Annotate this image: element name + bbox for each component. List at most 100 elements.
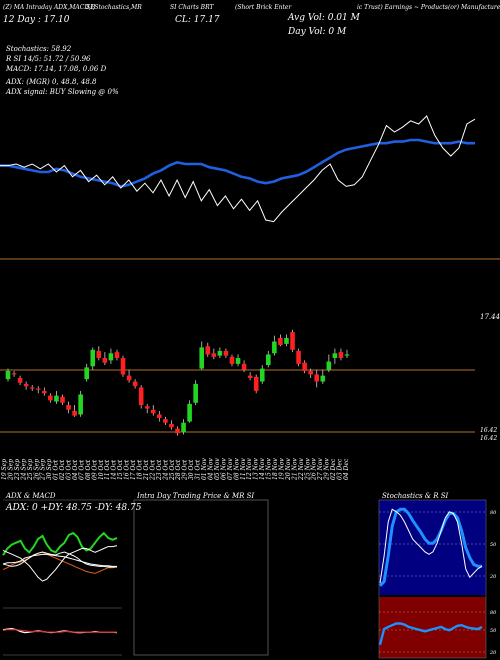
candle-body (54, 395, 59, 402)
rsi-line (378, 622, 483, 646)
price-tick-bottom-1: 16.42 (480, 427, 497, 434)
candle-body (223, 350, 229, 356)
candle-body (266, 354, 271, 366)
date-label: 27 Sep (40, 459, 47, 481)
candle-body (126, 375, 132, 381)
candle-body (48, 395, 53, 401)
date-label: 07 Nov (227, 458, 234, 480)
adx-text: ADX: (MGR) 0, 48.8, 48.8 (6, 78, 97, 86)
header-item-3: (Short Brick Enter (235, 4, 292, 11)
date-label: 01 Nov (201, 458, 208, 480)
date-label: 22 Oct (149, 459, 156, 481)
candle-body (247, 375, 253, 378)
price-tick-top: 17.44 (480, 313, 500, 321)
candle-body (35, 388, 41, 390)
stoch-text: Stochastics: 58.92 (6, 45, 72, 53)
adx-panel-readout: ADX: 0 +DY: 48.75 -DY: 48.75 (6, 503, 142, 513)
candle-body (66, 405, 71, 410)
candle-body (157, 414, 162, 418)
rsi-tick: 20 (489, 650, 497, 656)
adx-series-line (2, 545, 118, 582)
candle-body (199, 347, 205, 369)
candle-body (102, 358, 108, 363)
date-label: 08 Nov (233, 458, 240, 480)
candle-body (284, 338, 289, 344)
adx-series-line (2, 551, 118, 574)
date-label: 21 Oct (143, 459, 150, 481)
date-label: 30 Sep (46, 459, 53, 480)
stoch-bg (379, 500, 486, 595)
candle-body (332, 353, 338, 358)
rsi-tick: 50 (490, 628, 497, 634)
candle-body (84, 367, 89, 380)
candle-body (308, 370, 313, 375)
candle-body (138, 387, 144, 406)
date-label: 25 Sep (27, 459, 34, 481)
stoch-panel-title: Stochastics & R SI (382, 492, 449, 500)
stoch-tick: 50 (490, 542, 497, 548)
date-label: 19 Nov (278, 458, 285, 480)
date-label: 30 Oct (188, 459, 195, 480)
adx-panel-title: ADX & MACD (6, 492, 56, 500)
candle-body (72, 410, 77, 416)
date-label: 26 Nov (311, 458, 318, 481)
day-vol-text: Day Vol: 0 M (288, 27, 347, 37)
candle-body (278, 338, 283, 346)
macd-text: MACD: 17.14, 17.08, 0.06 D (6, 65, 107, 73)
candle-body (253, 376, 259, 391)
date-label: 20 Sep (7, 459, 14, 481)
rsi-tick: 80 (490, 610, 497, 616)
date-label: 26 Sep (33, 459, 40, 481)
date-label: 28 Oct (175, 459, 182, 481)
candle-body (302, 362, 307, 371)
candle-body (11, 373, 17, 375)
candle-body (29, 387, 35, 389)
candle-body (272, 341, 277, 354)
candle-body (290, 332, 295, 350)
candle-body (344, 354, 350, 356)
intraday-panel-title: Intra Day Trading Price & MR SI (137, 492, 255, 500)
close-text: CL: 17.17 (175, 15, 220, 25)
stoch-tick: 20 (489, 574, 497, 580)
avg-vol-text: Avg Vol: 0.01 M (288, 13, 360, 23)
candle-body (60, 396, 65, 403)
header-item-0: (Z) MA Intraday ADX,MACD,B (3, 4, 96, 11)
date-label: 15 Nov (266, 458, 273, 480)
date-label: 11 Nov (240, 458, 247, 480)
date-label: 16 Oct (124, 459, 131, 480)
date-label: 23 Sep (14, 459, 21, 481)
date-label: 10 Oct (98, 459, 105, 480)
adx-outline-line (2, 551, 117, 568)
candle-body (259, 368, 265, 382)
date-label: 15 Oct (117, 459, 124, 480)
header-item-4: ic Trust) Earnings ~ Products(or) Manufa… (357, 4, 500, 11)
candle-body (175, 428, 180, 434)
date-label: 11 Oct (104, 459, 111, 480)
stoch-slow-line (378, 507, 482, 587)
candle-body (229, 356, 235, 364)
candle-body (120, 358, 126, 375)
date-label: 19 Sep (1, 459, 8, 480)
candle-body (187, 403, 192, 422)
candle-body (114, 352, 120, 358)
adx-signal-text: ADX signal: BUY Slowing @ 0% (6, 88, 119, 96)
date-label: 24 Oct (162, 459, 169, 481)
candle-body (132, 381, 138, 387)
date-label: 02 Oct (59, 459, 66, 480)
date-label: 04 Nov (207, 458, 214, 480)
candle-body (108, 353, 114, 361)
adx-series-line (2, 531, 118, 556)
candle-body (169, 423, 174, 428)
header-item-1: SI,Stochastics,MR (86, 4, 142, 11)
adx-outline-line (2, 553, 117, 567)
date-label: 14 Oct (111, 459, 118, 480)
candle-body (96, 350, 102, 358)
date-label: 25 Nov (304, 458, 311, 481)
date-label: 29 Oct (182, 459, 189, 481)
date-label: 08 Oct (85, 459, 92, 480)
candle-body (144, 406, 150, 409)
date-label: 17 Oct (130, 459, 137, 480)
stoch-fast-line (379, 508, 483, 584)
candle-body (326, 361, 332, 370)
date-label: 25 Oct (169, 459, 176, 481)
